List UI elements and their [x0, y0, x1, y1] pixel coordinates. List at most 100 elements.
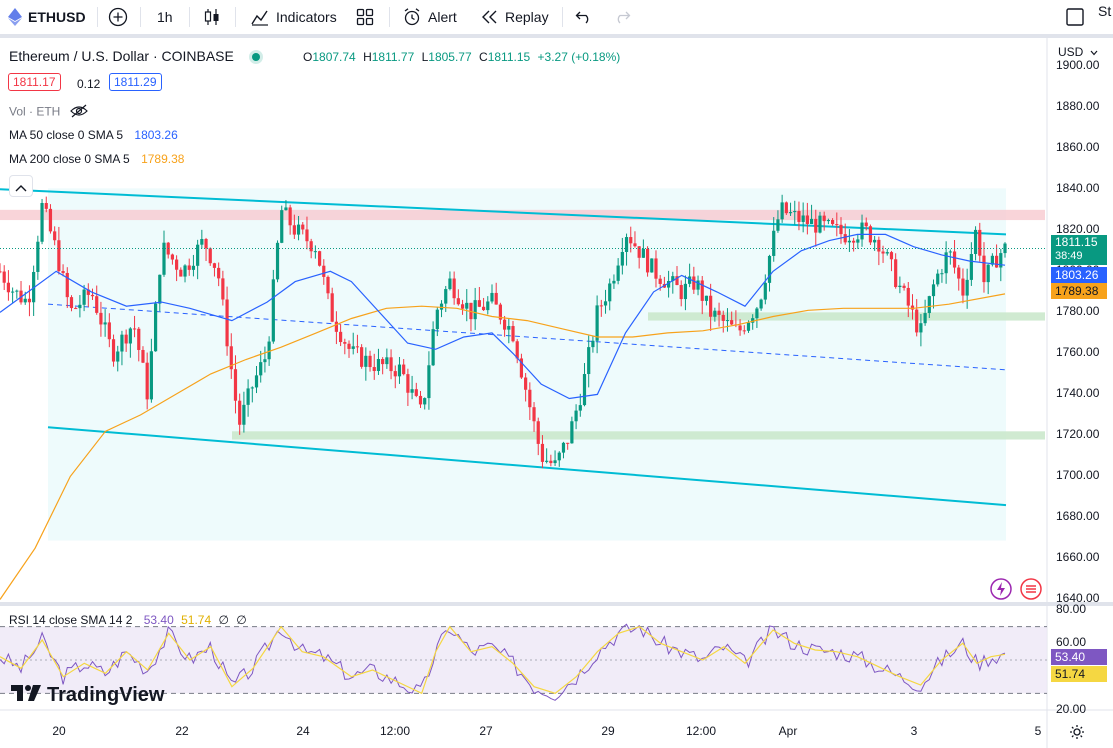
currency-label[interactable]: USD: [1058, 45, 1084, 59]
indicators-icon: [250, 7, 270, 27]
interval-button[interactable]: 1h: [157, 0, 173, 34]
candle-body: [339, 331, 343, 343]
symbol-title: Ethereum / U.S. Dollar · COINBASE: [9, 48, 234, 64]
replay-button[interactable]: Replay: [481, 0, 549, 34]
candle-body: [103, 322, 107, 325]
price-tick-label: 1680.00: [1056, 509, 1100, 524]
candle-body: [620, 251, 624, 266]
time-tick-label: 12:00: [379, 724, 411, 738]
chart-type-button[interactable]: [202, 0, 222, 34]
toolbar-right-partial[interactable]: St: [1098, 0, 1111, 28]
price-tick-label: 1700.00: [1056, 468, 1100, 483]
indicators-button[interactable]: Indicators: [250, 0, 337, 34]
redo-icon: [613, 10, 631, 24]
rsi-tick-label: 80.00: [1056, 602, 1087, 616]
candle-body: [313, 251, 317, 253]
candle-body: [116, 351, 120, 362]
candle-body: [145, 362, 149, 400]
candle-body: [0, 271, 2, 273]
candle-body: [296, 224, 301, 235]
resistance-zone: [0, 209, 1045, 221]
candle-body: [679, 285, 683, 300]
candle-body: [406, 374, 410, 393]
ma50-legend: MA 50 close 0 SMA 5 1803.26: [9, 128, 178, 142]
candle-body: [944, 252, 948, 274]
rsi-legend: RSI 14 close SMA 14 2 53.40 51.74 ∅ ∅: [9, 613, 247, 627]
undo-button[interactable]: [575, 0, 593, 34]
rsi-line: [0, 623, 1006, 701]
buy-price-box[interactable]: 1811.29: [109, 73, 162, 91]
alert-button[interactable]: Alert: [402, 0, 457, 34]
eye-off-icon[interactable]: [69, 104, 88, 121]
candle-body: [397, 364, 402, 377]
symbol-button[interactable]: ETHUSD: [8, 0, 86, 34]
templates-button[interactable]: [356, 0, 374, 34]
economic-events-icon[interactable]: [1020, 578, 1042, 605]
ethereum-icon: [8, 8, 22, 26]
candle-body: [515, 341, 519, 359]
candle-body: [486, 301, 490, 311]
candle-body: [788, 212, 793, 214]
rsi-sma-tag: 51.74: [1051, 666, 1107, 682]
candle-body: [132, 328, 137, 330]
candle-body: [713, 310, 717, 317]
chevron-up-icon: [15, 181, 27, 195]
candle-body: [540, 443, 545, 462]
candle-body: [431, 329, 435, 366]
redo-button[interactable]: [613, 0, 631, 34]
candle-body: [675, 276, 679, 286]
candle-body: [717, 310, 721, 315]
candle-body: [191, 265, 196, 270]
layout-button[interactable]: [1066, 0, 1084, 34]
settings-gear-icon[interactable]: [1069, 724, 1085, 745]
candle-body: [82, 289, 86, 305]
candle-body: [860, 222, 864, 240]
candle-body: [969, 254, 973, 280]
candle-body: [990, 255, 994, 265]
tradingview-watermark[interactable]: TradingView: [11, 684, 164, 707]
sell-price-box[interactable]: 1811.17: [8, 73, 61, 91]
candle-body: [608, 283, 612, 302]
candle-body: [36, 241, 40, 272]
price-tick-label: 1740.00: [1056, 386, 1100, 401]
candle-body: [158, 274, 162, 304]
chart-canvas[interactable]: [0, 38, 1113, 748]
compare-add-button[interactable]: [108, 0, 128, 34]
candle-body: [503, 319, 507, 330]
candle-body: [999, 253, 1003, 268]
candle-body: [822, 215, 826, 222]
top-toolbar: ETHUSD 1h Indicators Alert: [0, 0, 1113, 38]
collapse-legend-button[interactable]: [9, 175, 33, 197]
channel-upper-line: [0, 188, 1007, 236]
ma200-value: 1789.38: [141, 152, 185, 166]
candle-body: [671, 276, 675, 281]
candle-body: [557, 452, 561, 461]
time-tick-label: 20: [52, 724, 66, 738]
candle-body: [452, 278, 456, 299]
last-price-tag: 1811.15 38:49: [1051, 235, 1107, 265]
candle-body: [877, 239, 881, 252]
lightning-icon[interactable]: [990, 578, 1012, 605]
candle-body: [545, 460, 549, 462]
candle-body: [301, 224, 305, 230]
candle-body: [566, 442, 570, 444]
price-tick-label: 1640.00: [1056, 591, 1100, 606]
candle-body: [263, 359, 267, 363]
high-value: 1811.77: [371, 50, 415, 64]
chart-area[interactable]: Ethereum / U.S. Dollar · COINBASE O1807.…: [0, 38, 1113, 748]
price-tick-label: 1860.00: [1056, 140, 1100, 155]
candle-body: [57, 240, 61, 272]
candle-body: [465, 302, 469, 309]
candle-body: [910, 305, 915, 310]
candle-body: [280, 210, 284, 243]
price-tick-label: 1900.00: [1056, 58, 1100, 73]
ma50-line: [0, 233, 1006, 400]
candle-body: [246, 388, 250, 405]
volume-label: Vol · ETH: [9, 104, 61, 119]
candle-body: [809, 218, 814, 224]
candle-body: [704, 295, 709, 301]
candle-body: [423, 398, 427, 405]
volume-legend: Vol · ETH: [9, 104, 88, 121]
change-value: +3.27 (+0.18%): [537, 50, 621, 64]
candle-body: [843, 234, 847, 243]
